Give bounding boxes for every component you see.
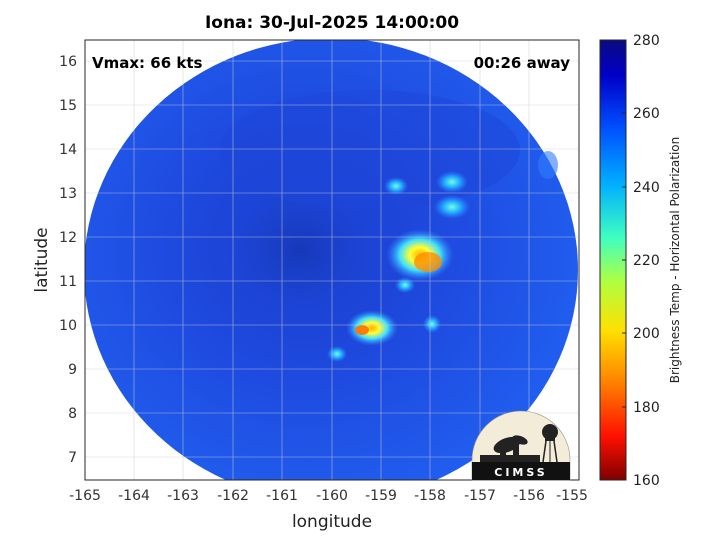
colorbar-gradient — [599, 39, 627, 481]
x-tick-label: -157 — [464, 488, 496, 504]
satellite-scene — [85, 40, 578, 480]
colorbar-tick-label: 240 — [633, 180, 660, 196]
cimss-logo: CIMSS — [471, 410, 571, 481]
y-tick-label: 8 — [68, 406, 77, 422]
x-tick-label: -160 — [316, 488, 348, 504]
x-axis-label: longitude — [292, 512, 372, 532]
x-tick-label: -164 — [118, 488, 150, 504]
x-axis: -165 -164 -163 -162 -161 -160 -159 -158 … — [69, 488, 588, 504]
time-away-label: 00:26 away — [474, 54, 571, 72]
colorbar-tick-label: 260 — [633, 106, 660, 122]
y-tick-label: 15 — [59, 98, 77, 114]
x-tick-label: -165 — [69, 488, 101, 504]
y-tick-label: 16 — [59, 54, 77, 70]
map-title: Iona: 30-Jul-2025 14:00:00 — [204, 13, 460, 33]
x-tick-label: -162 — [217, 488, 249, 504]
colorbar-tick-label: 220 — [633, 253, 660, 269]
x-tick-label: -156 — [513, 488, 545, 504]
x-tick-label: -155 — [556, 488, 588, 504]
y-tick-label: 13 — [59, 186, 77, 202]
x-tick-label: -159 — [365, 488, 397, 504]
y-tick-label: 14 — [59, 142, 77, 158]
colorbar-tick-label: 160 — [633, 473, 660, 489]
colorbar: 280 260 240 220 200 180 160 Brightness T… — [599, 33, 682, 489]
colorbar-tick-label: 180 — [633, 400, 660, 416]
colorbar-tick-label: 200 — [633, 326, 660, 342]
y-axis: 16 15 14 13 12 11 10 9 8 7 — [59, 54, 77, 466]
x-tick-label: -163 — [167, 488, 199, 504]
y-tick-label: 9 — [68, 362, 77, 378]
y-tick-label: 11 — [59, 274, 77, 290]
y-tick-label: 7 — [68, 450, 77, 466]
vmax-label: Vmax: 66 kts — [92, 54, 202, 72]
y-tick-label: 10 — [59, 318, 77, 334]
logo-text: CIMSS — [494, 466, 547, 479]
colorbar-tick-label: 280 — [633, 33, 660, 49]
y-axis-label: latitude — [32, 227, 52, 292]
x-tick-label: -158 — [414, 488, 446, 504]
plot-frame — [84, 39, 580, 481]
colorbar-title: Brightness Temp - Horizontal Polarizatio… — [668, 137, 682, 384]
y-tick-label: 12 — [59, 230, 77, 246]
x-tick-label: -161 — [266, 488, 298, 504]
